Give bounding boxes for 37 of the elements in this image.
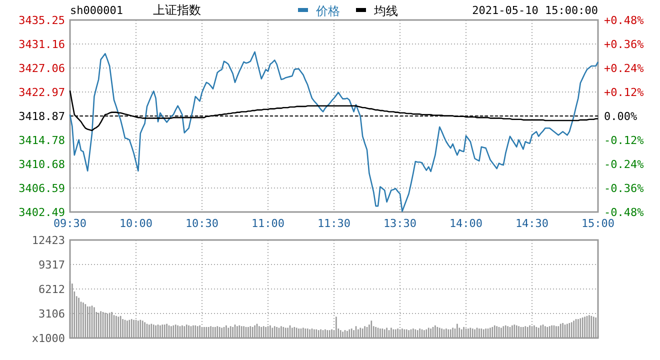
y-tick-label: 6212	[38, 282, 65, 296]
y-tick-label: 3406.59	[18, 182, 65, 195]
y-tick-label: 3435.25	[18, 14, 65, 27]
y-tick-label: x1000	[32, 332, 65, 345]
y2-tick-label: +0.12%	[604, 86, 644, 99]
y-tick-label: 9317	[38, 258, 65, 272]
x-tick-label: 10:30	[185, 217, 219, 230]
chart-title: 上证指数	[153, 3, 201, 17]
text: 2021-05-10 15:00:00	[472, 4, 598, 17]
legend-label: 价格	[315, 4, 340, 18]
x-tick-label: 15:00	[581, 217, 615, 230]
x-tick-label: 14:30	[515, 217, 549, 230]
x-tick-label: 14:00	[449, 217, 483, 230]
y-tick-label: 3422.97	[18, 86, 65, 99]
y2-tick-label: -0.36%	[604, 182, 644, 195]
text: sh000001	[70, 4, 123, 17]
y2-tick-label: -0.12%	[604, 134, 644, 147]
y-tick-label: 3106	[38, 308, 65, 320]
y2-tick-label: +0.48%	[604, 14, 644, 27]
y-tick-label: 3431.16	[18, 38, 65, 51]
y-tick-label: 3402.49	[18, 206, 65, 219]
y-tick-label: 3427.06	[18, 62, 65, 75]
y2-tick-label: -0.24%	[604, 158, 644, 171]
y-tick-label: 3414.78	[18, 134, 65, 147]
x-tick-label: 11:00	[251, 217, 285, 230]
y-tick-label: 12423	[32, 234, 65, 247]
y2-tick-label: +0.24%	[604, 62, 644, 75]
x-tick-label: 09:30	[53, 217, 87, 230]
y2-tick-label: -0.48%	[604, 206, 644, 219]
x-tick-label: 10:00	[119, 217, 153, 230]
y-tick-label: 3418.87	[18, 110, 65, 123]
y2-tick-label: +0.36%	[604, 38, 644, 51]
y-tick-label: 3410.68	[18, 158, 65, 171]
y2-tick-label: 0.00%	[604, 110, 638, 123]
x-tick-label: 11:30	[317, 217, 351, 230]
legend-label: 均线	[373, 4, 398, 18]
x-tick-label: 13:30	[383, 217, 417, 230]
